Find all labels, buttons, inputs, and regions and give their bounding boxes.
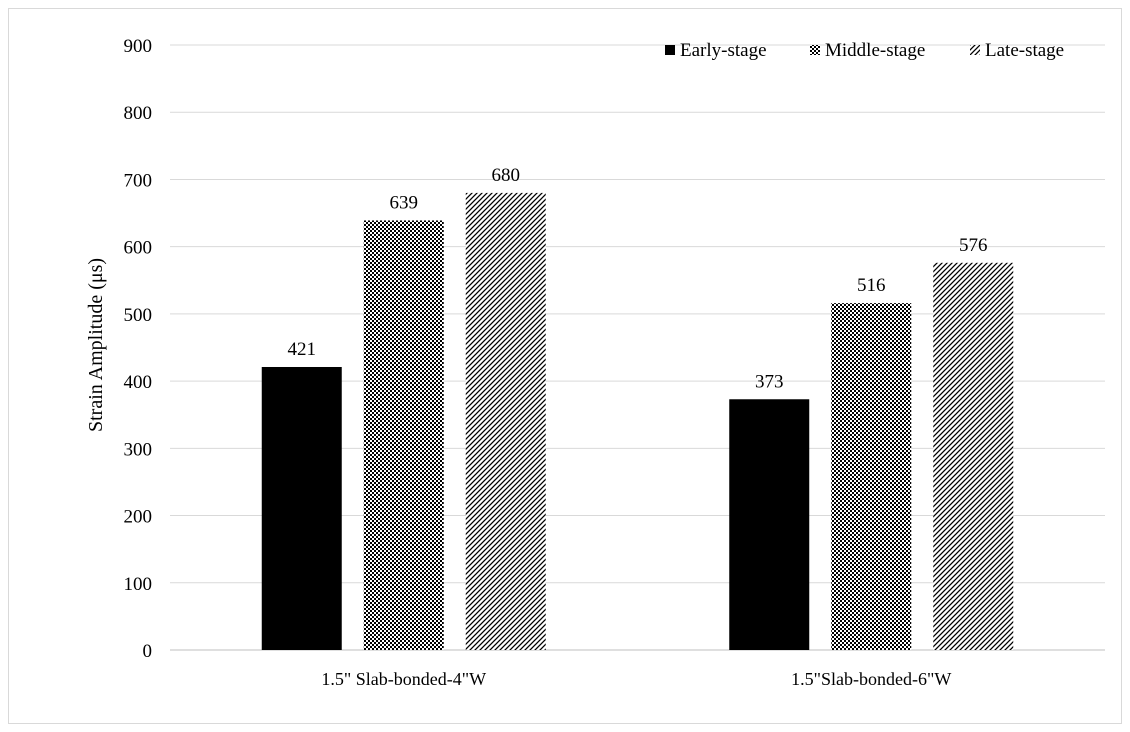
y-tick-label: 700: [124, 170, 153, 191]
legend-swatch: [970, 45, 980, 55]
y-tick-label: 0: [143, 641, 153, 662]
y-tick-label: 400: [124, 372, 153, 393]
y-tick-label: 600: [124, 238, 153, 259]
legend-label: Early-stage: [680, 40, 767, 61]
x-category-label: 1.5"Slab-bonded-6"W: [791, 669, 951, 689]
legend-label: Middle-stage: [825, 40, 925, 61]
bar-late-stage: [465, 192, 546, 650]
data-label: 639: [390, 192, 419, 213]
data-label: 516: [857, 275, 886, 296]
bar-early-stage: [261, 366, 342, 650]
y-tick-label: 500: [124, 305, 153, 326]
bar-early-stage: [729, 399, 810, 650]
data-labels: 421 639 680 373 516 576: [288, 165, 988, 392]
bars: [261, 192, 1014, 650]
data-label: 373: [755, 371, 784, 392]
legend: Early-stage Middle-stage Late-stage: [665, 40, 1064, 61]
y-tick-label: 300: [124, 439, 153, 460]
bar-late-stage: [933, 262, 1014, 650]
bar-middle-stage: [831, 303, 912, 650]
y-tick-label: 800: [124, 103, 153, 124]
legend-swatch: [810, 45, 820, 55]
y-axis-label: Strain Amplitude (μs): [85, 258, 107, 432]
data-label: 576: [959, 235, 988, 256]
y-tick-label: 200: [124, 507, 153, 528]
data-label: 421: [288, 339, 317, 360]
data-label: 680: [492, 165, 521, 186]
y-tick-label: 100: [124, 574, 153, 595]
legend-swatch: [665, 45, 675, 55]
y-tick-label: 900: [124, 36, 153, 57]
bar-middle-stage: [363, 220, 444, 650]
x-category-label: 1.5" Slab-bonded-4"W: [321, 669, 486, 689]
legend-label: Late-stage: [985, 40, 1064, 61]
